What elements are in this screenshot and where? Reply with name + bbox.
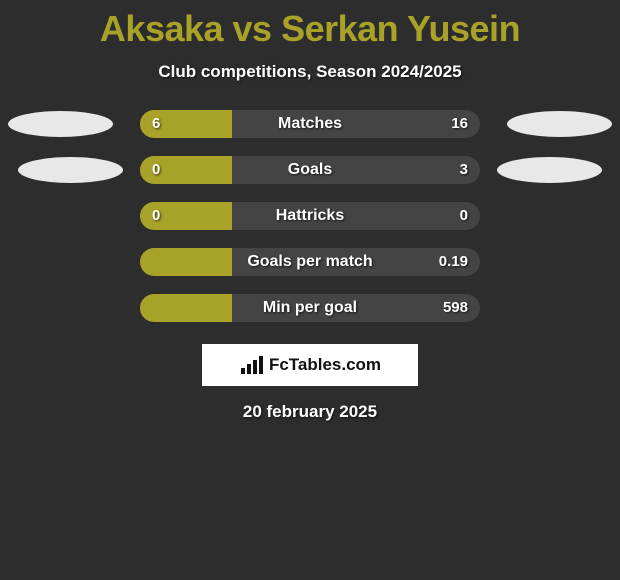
- stat-label: Goals per match: [140, 248, 480, 276]
- player-left-badge: [18, 157, 123, 183]
- stat-row: 00Hattricks: [0, 202, 620, 230]
- stat-label: Min per goal: [140, 294, 480, 322]
- stat-row: 03Goals: [0, 156, 620, 184]
- stat-label: Hattricks: [140, 202, 480, 230]
- stats-container: 616Matches 03Goals 00Hattricks 0.19Goals pe…: [0, 110, 620, 322]
- bar-chart-icon: [239, 354, 265, 376]
- stat-label: Goals: [140, 156, 480, 184]
- stat-bar: 598Min per goal: [140, 294, 480, 322]
- stat-bar: 03Goals: [140, 156, 480, 184]
- stat-row: 0.19Goals per match: [0, 248, 620, 276]
- stat-bar: 616Matches: [140, 110, 480, 138]
- fctables-logo: FcTables.com: [202, 344, 418, 386]
- subtitle: Club competitions, Season 2024/2025: [0, 62, 620, 82]
- stat-bar: 00Hattricks: [140, 202, 480, 230]
- stat-bar: 0.19Goals per match: [140, 248, 480, 276]
- stat-row: 598Min per goal: [0, 294, 620, 322]
- stat-row: 616Matches: [0, 110, 620, 138]
- stat-label: Matches: [140, 110, 480, 138]
- date-label: 20 february 2025: [0, 402, 620, 422]
- page-title: Aksaka vs Serkan Yusein: [0, 0, 620, 50]
- player-right-badge: [507, 111, 612, 137]
- player-left-badge: [8, 111, 113, 137]
- player-right-badge: [497, 157, 602, 183]
- logo-text: FcTables.com: [269, 355, 381, 375]
